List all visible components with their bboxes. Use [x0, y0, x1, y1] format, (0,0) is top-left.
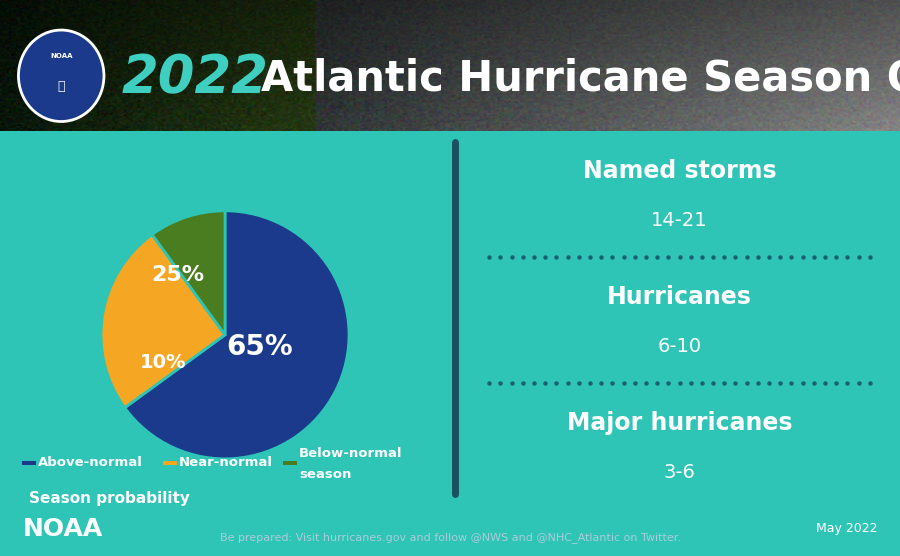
Text: 10%: 10% [140, 353, 186, 371]
Text: Near-normal: Near-normal [179, 456, 273, 469]
Text: NOAA: NOAA [22, 517, 103, 540]
Text: 🕊: 🕊 [58, 80, 65, 93]
Text: 3-6: 3-6 [663, 463, 696, 481]
Wedge shape [152, 211, 225, 335]
Text: NOAA: NOAA [50, 53, 72, 59]
Text: Named storms: Named storms [582, 159, 777, 183]
Text: Atlantic Hurricane Season Outlook: Atlantic Hurricane Season Outlook [261, 57, 900, 100]
Wedge shape [101, 235, 225, 408]
Text: Above-normal: Above-normal [38, 456, 143, 469]
FancyBboxPatch shape [0, 0, 900, 131]
FancyBboxPatch shape [163, 461, 176, 465]
FancyBboxPatch shape [283, 461, 297, 465]
Text: 6-10: 6-10 [657, 337, 702, 356]
Text: May 2022: May 2022 [816, 522, 878, 535]
Text: 65%: 65% [227, 333, 293, 361]
Text: Be prepared: Visit hurricanes.gov and follow @NWS and @NHC_Atlantic on Twitter.: Be prepared: Visit hurricanes.gov and fo… [220, 533, 680, 544]
Text: Hurricanes: Hurricanes [608, 285, 751, 309]
Wedge shape [125, 211, 349, 459]
Text: Below-normal: Below-normal [299, 447, 402, 460]
FancyBboxPatch shape [22, 461, 36, 465]
Text: Major hurricanes: Major hurricanes [567, 411, 792, 435]
Text: 14-21: 14-21 [652, 211, 707, 230]
Text: season: season [299, 468, 351, 481]
Text: 25%: 25% [151, 265, 204, 285]
Text: 2022: 2022 [122, 52, 268, 105]
Ellipse shape [19, 30, 104, 122]
Text: Season probability: Season probability [29, 490, 190, 505]
